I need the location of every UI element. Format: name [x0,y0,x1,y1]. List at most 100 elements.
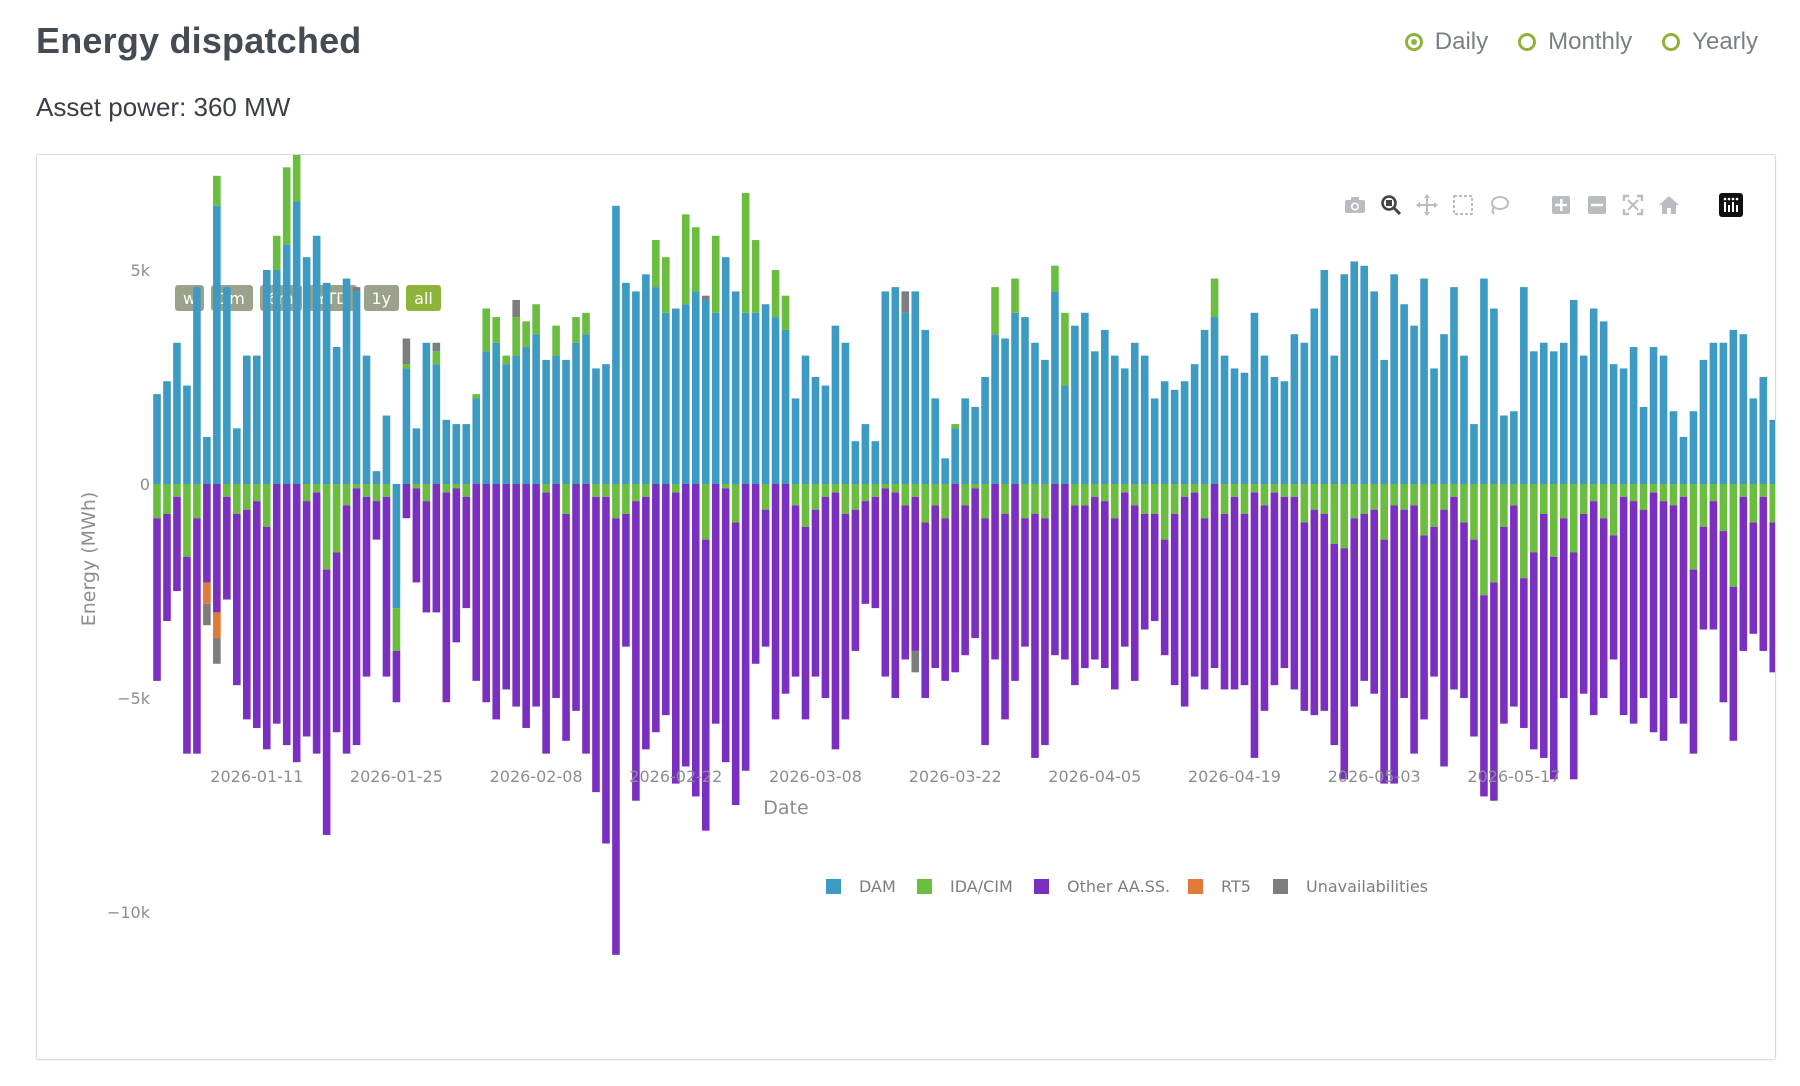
bar-ida-cim[interactable] [1729,484,1738,587]
bar-ida-cim[interactable] [771,270,780,318]
bar-other-aa-ss-[interactable] [871,496,880,609]
bar-ida-cim[interactable] [1091,484,1099,497]
bar-other-aa-ss-[interactable] [851,509,860,651]
bar-other-aa-ss-[interactable] [1749,522,1758,634]
bar-other-aa-ss-[interactable] [402,484,411,519]
bar-ida-cim[interactable] [1749,484,1758,523]
bar-dam[interactable] [183,385,191,484]
bar-ida-cim[interactable] [332,484,341,553]
bar-ida-cim[interactable] [1370,484,1378,510]
bar-dam[interactable] [761,304,770,484]
bar-other-aa-ss-[interactable] [1599,518,1608,698]
bar-dam[interactable] [1140,355,1149,484]
bar-other-aa-ss-[interactable] [672,492,680,784]
bar-other-aa-ss-[interactable] [542,492,550,754]
bar-other-aa-ss-[interactable] [612,518,620,955]
bar-other-aa-ss-[interactable] [861,501,870,604]
bar-ida-cim[interactable] [1739,484,1748,497]
bar-ida-cim[interactable] [821,484,830,497]
bar-ida-cim[interactable] [731,484,740,523]
bar-ida-cim[interactable] [701,484,710,540]
bar-dam[interactable] [592,368,600,484]
bar-dam[interactable] [372,471,381,484]
bar-ida-cim[interactable] [602,484,610,497]
bar-ida-cim[interactable] [801,484,810,527]
bar-other-aa-ss-[interactable] [183,556,191,754]
bar-ida-cim[interactable] [1031,484,1039,514]
bar-ida-cim[interactable] [971,484,979,489]
bar-other-aa-ss-[interactable] [961,505,969,656]
bar-dam[interactable] [302,257,311,484]
bar-ida-cim[interactable] [831,484,840,493]
bar-dam[interactable] [312,235,321,484]
bar-ida-cim[interactable] [492,317,501,343]
bar-other-aa-ss-[interactable] [781,484,790,694]
bar-ida-cim[interactable] [1041,484,1049,519]
bar-dam[interactable] [422,342,431,484]
bar-dam[interactable] [622,282,630,484]
bar-dam[interactable] [1520,287,1528,484]
bar-ida-cim[interactable] [721,484,730,489]
bar-ida-cim[interactable] [462,484,471,497]
legend-item-rt5[interactable]: RT5 [1188,877,1251,896]
bar-other-aa-ss-[interactable] [771,484,780,720]
bar-dam[interactable] [1210,317,1219,484]
bar-dam[interactable] [941,458,949,484]
bar-ida-cim[interactable] [1051,265,1059,292]
bar-dam[interactable] [1619,368,1628,484]
bar-ida-cim[interactable] [1230,484,1239,497]
bar-ida-cim[interactable] [1719,484,1728,532]
bar-dam[interactable] [492,342,501,484]
bar-ida-cim[interactable] [252,484,261,502]
bar-other-aa-ss-[interactable] [1240,513,1249,686]
bar-dam[interactable] [1649,347,1658,484]
radio-unchecked-icon[interactable] [1662,33,1681,51]
bar-other-aa-ss-[interactable] [921,522,930,698]
bar-dam[interactable] [1530,351,1538,484]
bar-dam[interactable] [1510,411,1518,484]
bar-dam[interactable] [1470,424,1478,484]
bar-other-aa-ss-[interactable] [801,526,810,720]
bar-ida-cim[interactable] [153,484,161,519]
bar-other-aa-ss-[interactable] [1739,496,1748,651]
bar-dam[interactable] [1051,291,1059,484]
bar-other-aa-ss-[interactable] [691,484,700,797]
bar-dam[interactable] [1101,329,1109,484]
autoscale-icon[interactable] [1621,193,1645,217]
bar-ida-cim[interactable] [1071,484,1079,506]
bar-other-aa-ss-[interactable] [1120,492,1129,647]
bar-unavailabilities[interactable] [352,287,361,292]
bar-ida-cim[interactable] [1440,484,1448,510]
bar-unavailabilities[interactable] [213,638,221,664]
bar-dam[interactable] [841,342,850,484]
bar-dam[interactable] [1579,355,1588,484]
bar-dam[interactable] [562,359,570,484]
bar-dam[interactable] [602,364,610,484]
bar-ida-cim[interactable] [1130,484,1139,506]
bar-ida-cim[interactable] [1360,484,1369,514]
bar-other-aa-ss-[interactable] [1250,492,1259,758]
bar-ida-cim[interactable] [512,317,520,356]
bar-other-aa-ss-[interactable] [1769,522,1775,673]
bar-other-aa-ss-[interactable] [1011,484,1019,681]
bar-ida-cim[interactable] [901,484,910,506]
bar-ida-cim[interactable] [1619,484,1628,497]
bar-ida-cim[interactable] [1470,484,1478,540]
bar-dam[interactable] [632,291,640,484]
bar-other-aa-ss-[interactable] [741,484,750,771]
bar-dam[interactable] [1410,325,1418,484]
bar-ida-cim[interactable] [881,484,890,489]
period-option-daily[interactable]: Daily [1404,28,1488,56]
bar-dam[interactable] [1120,368,1129,484]
bar-other-aa-ss-[interactable] [911,496,920,651]
bar-dam[interactable] [1230,368,1239,484]
bar-ida-cim[interactable] [1549,484,1558,557]
bar-other-aa-ss-[interactable] [1051,484,1059,656]
legend-item-unavailabilities[interactable]: Unavailabilities [1273,877,1428,896]
bar-dam[interactable] [991,334,999,484]
bar-other-aa-ss-[interactable] [552,484,560,698]
bar-other-aa-ss-[interactable] [432,484,441,613]
bar-ida-cim[interactable] [312,484,321,493]
bar-other-aa-ss-[interactable] [163,513,171,621]
bar-ida-cim[interactable] [1270,484,1279,493]
